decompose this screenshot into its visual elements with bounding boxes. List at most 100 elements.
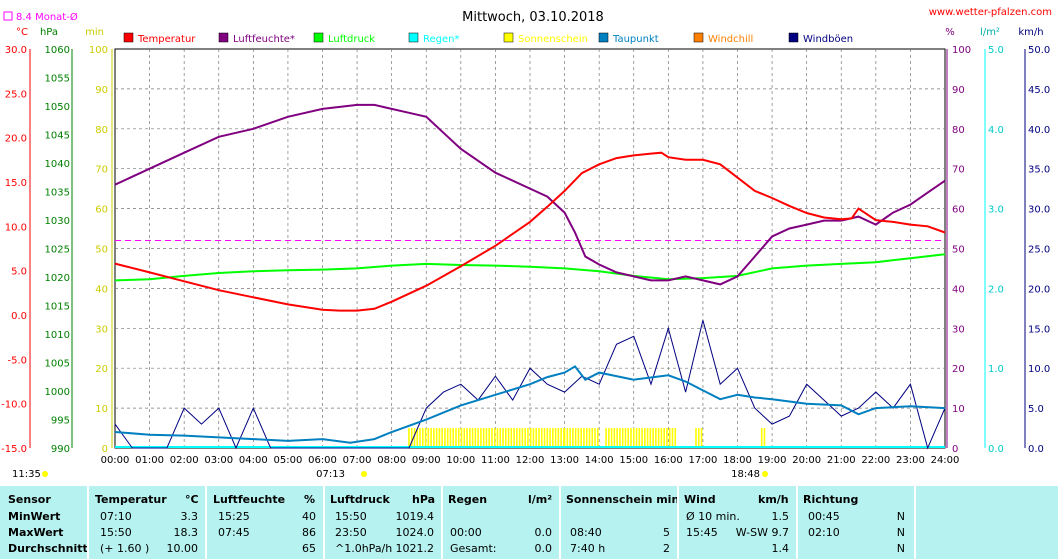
hdr-hum-unit: % bbox=[304, 493, 316, 506]
lm2-tick-label: 3.0 bbox=[988, 205, 1004, 216]
hpa-tick-label: 1050 bbox=[45, 102, 70, 113]
legend-label: Sonnenschein bbox=[518, 34, 588, 45]
col-divider bbox=[559, 486, 561, 559]
daylength: 11:35 bbox=[12, 469, 41, 480]
stats-cell-temp-val: 10.00 bbox=[166, 542, 199, 555]
hdr-wind-unit: km/h bbox=[758, 493, 789, 506]
unit-pct: % bbox=[945, 27, 955, 38]
min-tick-label: 30 bbox=[95, 324, 108, 335]
temp-tick-label: 25.0 bbox=[5, 89, 27, 100]
kmh-tick-label: 20.0 bbox=[1028, 284, 1050, 295]
x-tick-label: 01:00 bbox=[135, 455, 164, 466]
kmh-tick-label: 50.0 bbox=[1028, 45, 1050, 56]
lm2-tick-label: 0.0 bbox=[988, 444, 1004, 455]
x-tick-label: 18:00 bbox=[723, 455, 752, 466]
col-divider bbox=[87, 486, 89, 559]
min-tick-label: 20 bbox=[95, 364, 108, 375]
col-divider bbox=[677, 486, 679, 559]
chart-title: Mittwoch, 03.10.2018 bbox=[462, 10, 604, 25]
stats-cell-temp-time: 07:10 bbox=[100, 510, 132, 523]
col-divider bbox=[914, 486, 916, 559]
hdr-temp: Temperatur bbox=[95, 493, 167, 506]
stats-cell-rain-time: Gesamt: bbox=[450, 542, 497, 555]
x-tick-label: 22:00 bbox=[861, 455, 890, 466]
x-tick-label: 12:00 bbox=[516, 455, 545, 466]
stats-cell-hum-val: 40 bbox=[302, 510, 316, 523]
x-tick-label: 03:00 bbox=[204, 455, 233, 466]
legend-label: Luftdruck bbox=[328, 34, 375, 45]
hpa-tick-label: 1015 bbox=[45, 302, 70, 313]
x-tick-label: 23:00 bbox=[896, 455, 925, 466]
pct-tick-label: 30 bbox=[952, 324, 965, 335]
pct-tick-label: 70 bbox=[952, 165, 965, 176]
hpa-tick-label: 1060 bbox=[45, 45, 70, 56]
hdr-sensor: Sensor bbox=[8, 493, 51, 506]
pct-tick-label: 90 bbox=[952, 85, 965, 96]
legend-label: Taupunkt bbox=[612, 34, 659, 45]
pct-tick-label: 100 bbox=[952, 45, 971, 56]
stats-cell-hum-val: 65 bbox=[302, 542, 316, 555]
stats-cell-press-time: ^1.0hPa/h bbox=[335, 542, 393, 555]
x-tick-label: 13:00 bbox=[550, 455, 579, 466]
legend-label: Windchill bbox=[708, 34, 753, 45]
temp-tick-label: 15.0 bbox=[5, 178, 27, 189]
unit-lm2: l/m² bbox=[980, 27, 1000, 38]
stats-cell-press-val: 1021.2 bbox=[395, 542, 435, 555]
lm2-tick-label: 5.0 bbox=[988, 45, 1004, 56]
chart-series bbox=[114, 103, 946, 450]
dewpoint-line bbox=[114, 365, 946, 444]
hpa-tick-label: 1035 bbox=[45, 188, 70, 199]
site-link[interactable]: www.wetter-pfalzen.com bbox=[929, 7, 1052, 18]
pct-tick-label: 10 bbox=[952, 404, 965, 415]
stats-cell-wind-val: 1.4 bbox=[771, 542, 790, 555]
hdr-wind: Wind bbox=[684, 493, 716, 506]
stats-cell-hum-time: 07:45 bbox=[218, 526, 250, 539]
min-tick-label: 90 bbox=[95, 85, 108, 96]
hdr-rain-unit: l/m² bbox=[528, 493, 553, 506]
stats-table: Sensor Temperatur °C Luftfeuchte % Luftd… bbox=[0, 486, 1058, 559]
x-tick-label: 21:00 bbox=[827, 455, 856, 466]
sunrise-icon bbox=[361, 471, 367, 477]
stats-cell-temp-time: 15:50 bbox=[100, 526, 132, 539]
x-tick-label: 15:00 bbox=[619, 455, 648, 466]
stats-cell-label: MaxWert bbox=[8, 526, 64, 539]
sunset-icon bbox=[762, 471, 768, 477]
weather-chart: 30.0 25.0 20.0 15.0 10.0 5.0 0.0 -5.0 -10.0 -15.0… bbox=[1, 7, 1052, 480]
x-tick-label: 14:00 bbox=[585, 455, 614, 466]
stats-cell-press-time: 23:50 bbox=[335, 526, 367, 539]
hpa-tick-label: 1005 bbox=[45, 359, 70, 370]
col-divider bbox=[323, 486, 325, 559]
sunset-time: 18:48 bbox=[731, 469, 760, 480]
monthly-average-label: 8.4 Monat-Ø bbox=[16, 11, 78, 23]
stats-cell-sun-time: 7:40 h bbox=[570, 542, 606, 555]
pct-tick-label: 60 bbox=[952, 205, 965, 216]
x-tick-label: 08:00 bbox=[377, 455, 406, 466]
hdr-dir: Richtung bbox=[803, 493, 859, 506]
pct-tick-label: 20 bbox=[952, 364, 965, 375]
stats-cell-label: Durchschnitt bbox=[8, 542, 88, 555]
kmh-tick-label: 35.0 bbox=[1028, 165, 1050, 176]
hdr-rain: Regen bbox=[448, 493, 488, 506]
pct-tick-label: 50 bbox=[952, 245, 965, 256]
pct-tick-label: 80 bbox=[952, 125, 965, 136]
hpa-tick-label: 995 bbox=[51, 416, 70, 427]
x-tick-label: 20:00 bbox=[792, 455, 821, 466]
stats-cell-hum-val: 86 bbox=[302, 526, 316, 539]
stats-cell-temp-val: 3.3 bbox=[180, 510, 199, 523]
x-tick-label: 19:00 bbox=[758, 455, 787, 466]
hpa-tick-label: 1055 bbox=[45, 74, 70, 85]
legend-label: Regen* bbox=[423, 34, 460, 45]
stats-cell-dir-val: N bbox=[896, 542, 905, 555]
hdr-press: Luftdruck bbox=[330, 493, 390, 506]
legend-swatch bbox=[693, 32, 704, 43]
x-tick-label: 16:00 bbox=[654, 455, 683, 466]
stats-cell-dir-time: 00:45 bbox=[808, 510, 840, 523]
unit-temp: °C bbox=[16, 27, 28, 38]
legend-label: Windböen bbox=[803, 34, 853, 45]
x-tick-label: 24:00 bbox=[931, 455, 960, 466]
hdr-press-unit: hPa bbox=[412, 493, 436, 506]
stats-cell-sun-val: 2 bbox=[663, 542, 670, 555]
col-divider bbox=[205, 486, 207, 559]
temp-tick-label: 30.0 bbox=[5, 45, 27, 56]
legend-label: Temperatur bbox=[137, 34, 196, 45]
